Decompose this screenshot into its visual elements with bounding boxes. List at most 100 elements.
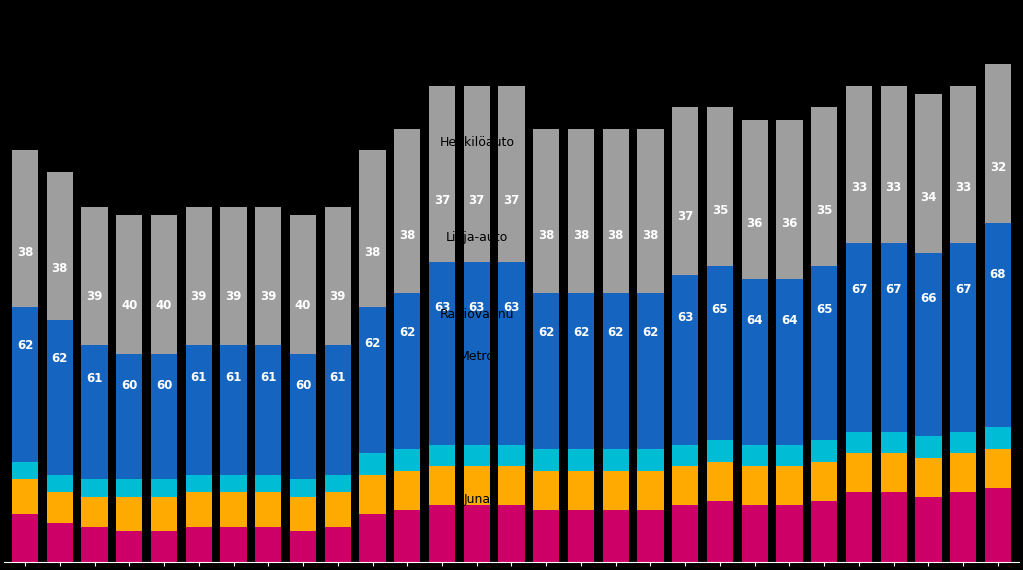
Bar (742, 445, 768, 466)
Bar (533, 449, 560, 471)
Bar (846, 454, 872, 492)
Bar (117, 479, 142, 496)
Bar (255, 492, 281, 527)
Bar (290, 496, 316, 531)
Bar (776, 506, 802, 561)
Text: 64: 64 (782, 314, 798, 327)
Bar (950, 492, 976, 561)
Bar (186, 492, 212, 527)
Text: 60: 60 (155, 379, 172, 392)
Text: 61: 61 (260, 371, 276, 384)
Bar (463, 86, 490, 262)
Bar (533, 294, 560, 449)
Bar (916, 94, 941, 253)
Bar (603, 471, 629, 510)
Text: 60: 60 (121, 379, 137, 392)
Bar (324, 345, 351, 475)
Bar (498, 466, 525, 506)
Bar (811, 266, 837, 441)
Bar (463, 445, 490, 466)
Bar (985, 428, 1011, 449)
Bar (707, 107, 733, 266)
Bar (498, 506, 525, 561)
Text: Raitiovaunu: Raitiovaunu (440, 308, 514, 320)
Bar (672, 275, 699, 445)
Text: 62: 62 (364, 337, 381, 350)
Text: 67: 67 (886, 283, 902, 296)
Text: 63: 63 (503, 301, 520, 314)
Bar (742, 506, 768, 561)
Bar (117, 215, 142, 354)
Bar (221, 345, 247, 475)
Bar (672, 107, 699, 275)
Text: 35: 35 (712, 204, 728, 217)
Bar (916, 253, 941, 436)
Text: 40: 40 (121, 299, 137, 312)
Text: 38: 38 (51, 262, 68, 275)
Text: 62: 62 (573, 326, 589, 339)
Bar (151, 496, 177, 531)
Bar (290, 354, 316, 479)
Bar (429, 86, 455, 262)
Bar (568, 449, 594, 471)
Bar (186, 475, 212, 492)
Text: 67: 67 (851, 283, 868, 296)
Bar (881, 454, 906, 492)
Text: 68: 68 (989, 268, 1007, 281)
Text: 61: 61 (225, 371, 241, 384)
Text: 63: 63 (434, 301, 450, 314)
Bar (846, 86, 872, 243)
Bar (985, 488, 1011, 561)
Text: 61: 61 (329, 371, 346, 384)
Text: 32: 32 (990, 161, 1006, 174)
Text: 60: 60 (295, 379, 311, 392)
Bar (151, 479, 177, 496)
Bar (186, 207, 212, 345)
Bar (221, 475, 247, 492)
Bar (324, 527, 351, 561)
Bar (429, 262, 455, 445)
Bar (776, 445, 802, 466)
Bar (47, 172, 73, 320)
Bar (290, 531, 316, 561)
Bar (359, 307, 386, 454)
Bar (359, 475, 386, 514)
Bar (12, 150, 38, 307)
Text: Juna: Juna (463, 493, 490, 506)
Bar (533, 510, 560, 561)
Text: 63: 63 (469, 301, 485, 314)
Bar (82, 207, 107, 345)
Bar (429, 445, 455, 466)
Text: 62: 62 (399, 326, 415, 339)
Bar (603, 449, 629, 471)
Bar (881, 432, 906, 454)
Bar (637, 510, 664, 561)
Bar (985, 223, 1011, 428)
Text: 65: 65 (816, 303, 833, 316)
Bar (429, 506, 455, 561)
Bar (82, 527, 107, 561)
Bar (47, 492, 73, 523)
Bar (950, 454, 976, 492)
Bar (82, 345, 107, 479)
Text: 40: 40 (155, 299, 172, 312)
Text: 62: 62 (538, 326, 554, 339)
Text: 36: 36 (747, 217, 763, 230)
Bar (47, 320, 73, 475)
Text: 39: 39 (225, 290, 241, 303)
Bar (776, 466, 802, 506)
Text: 33: 33 (851, 181, 868, 194)
Bar (881, 492, 906, 561)
Bar (637, 449, 664, 471)
Bar (47, 523, 73, 561)
Text: 36: 36 (782, 217, 798, 230)
Text: 40: 40 (295, 299, 311, 312)
Text: 61: 61 (86, 372, 102, 385)
Bar (950, 432, 976, 454)
Bar (12, 479, 38, 514)
Bar (498, 445, 525, 466)
Bar (568, 471, 594, 510)
Bar (255, 475, 281, 492)
Text: 65: 65 (712, 303, 728, 316)
Bar (846, 432, 872, 454)
